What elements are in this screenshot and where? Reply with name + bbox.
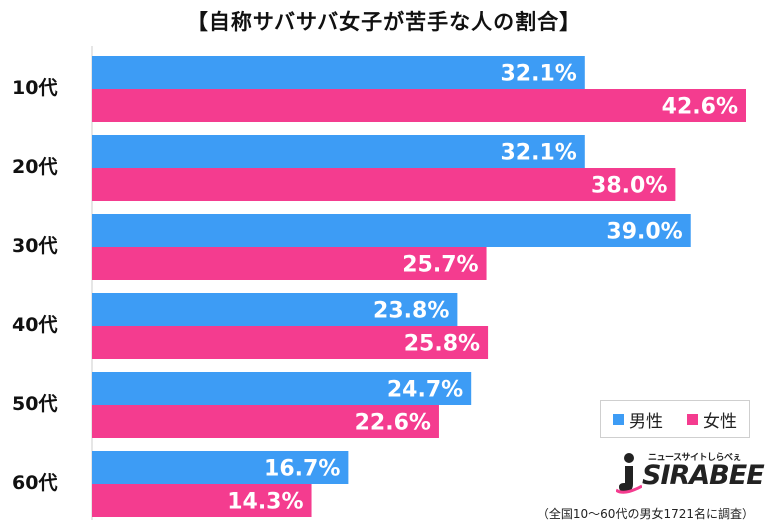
data-label: 38.0% xyxy=(591,174,667,199)
chart-title: 【自称サバサバ女子が苦手な人の割合】 xyxy=(186,10,582,34)
legend: 男性 女性 xyxy=(600,400,750,438)
data-label: 14.3% xyxy=(227,490,303,515)
footnote: （全国10～60代の男女1721名に調査） xyxy=(536,507,754,521)
data-label: 25.7% xyxy=(402,253,478,278)
data-label: 24.7% xyxy=(387,378,463,403)
bar-male xyxy=(92,293,458,326)
bar-male xyxy=(92,214,691,247)
bar-female xyxy=(92,484,312,517)
legend-item-male: 男性 xyxy=(613,407,663,432)
sirabee-logo: ニュースサイトしらべぇ SIRABEE xyxy=(616,448,765,498)
data-label: 32.1% xyxy=(500,141,576,166)
bar-female xyxy=(92,326,489,359)
category-label: 20代 xyxy=(12,156,57,178)
category-label: 40代 xyxy=(12,314,57,336)
category-label: 30代 xyxy=(12,235,57,257)
legend-label-male: 男性 xyxy=(629,411,663,432)
data-label: 39.0% xyxy=(606,220,682,245)
bar-female xyxy=(92,168,676,201)
data-label: 22.6% xyxy=(355,411,431,436)
legend-swatch-male xyxy=(613,413,624,425)
data-label: 32.1% xyxy=(500,62,576,87)
bar-female xyxy=(92,405,439,438)
legend-swatch-female xyxy=(687,413,698,425)
data-label: 42.6% xyxy=(662,95,738,120)
logo-i-mark-icon xyxy=(616,453,642,494)
data-label: 25.8% xyxy=(404,332,480,357)
data-label: 23.8% xyxy=(373,299,449,324)
logo-main-text: SIRABEE xyxy=(642,460,765,491)
bar-male xyxy=(92,372,472,405)
category-label: 50代 xyxy=(12,393,57,415)
bar-female xyxy=(92,247,487,280)
data-label: 16.7% xyxy=(264,457,340,482)
bar-male xyxy=(92,451,349,484)
bar-male xyxy=(92,56,585,89)
category-label: 60代 xyxy=(12,472,57,494)
bar-female xyxy=(92,89,746,122)
category-label: 10代 xyxy=(12,77,57,99)
logo-small-text: ニュースサイトしらべぇ xyxy=(648,453,742,463)
bar-male xyxy=(92,135,585,168)
legend-item-female: 女性 xyxy=(687,407,737,432)
legend-label-female: 女性 xyxy=(703,411,737,432)
